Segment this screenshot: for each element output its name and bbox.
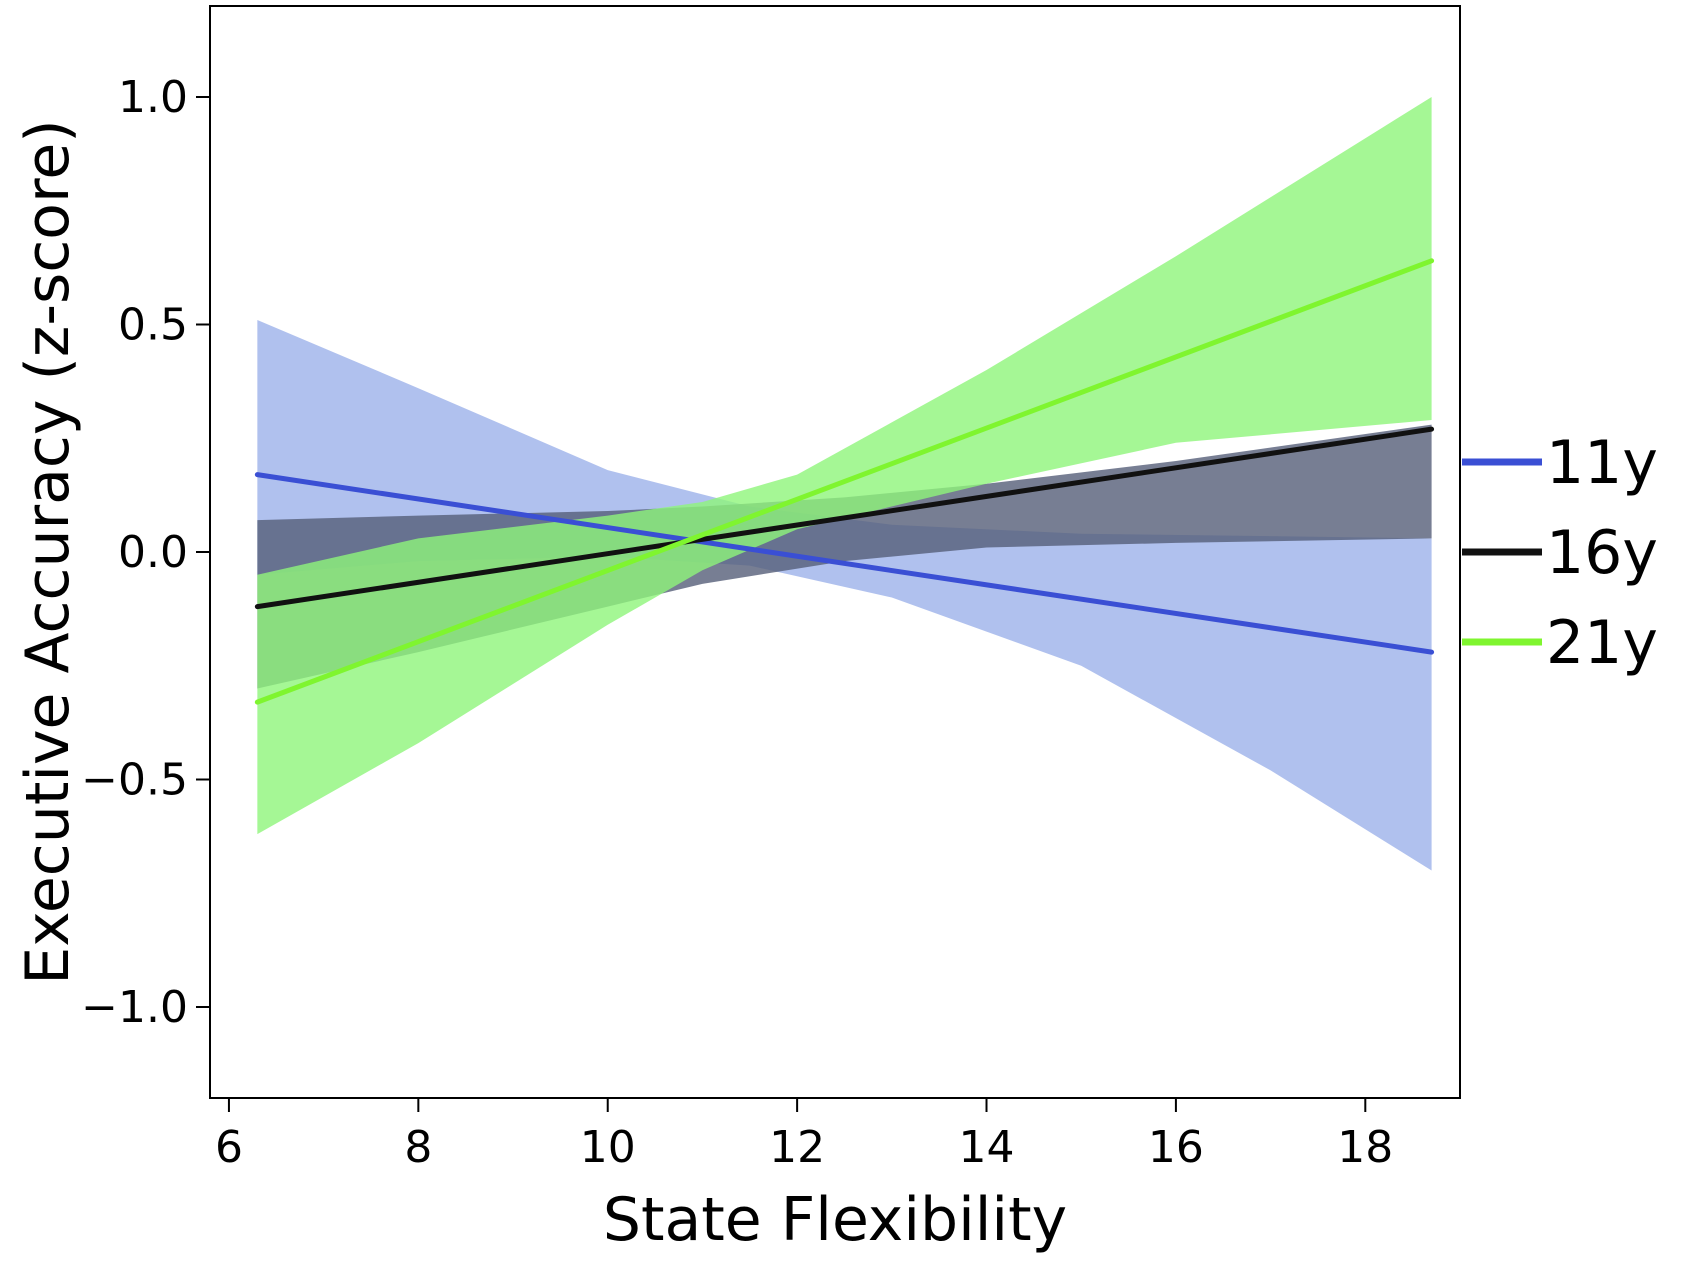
x-tick-label: 12 [769, 1122, 825, 1173]
x-tick-label: 16 [1148, 1122, 1204, 1173]
line-11y [254, 472, 1435, 655]
regression-lines [254, 258, 1435, 705]
x-tick-label: 10 [580, 1122, 636, 1173]
band-21y [257, 97, 1432, 835]
x-tick-label: 18 [1337, 1122, 1393, 1173]
legend: 11y 16y 21y [1462, 428, 1658, 678]
line-21y [254, 258, 1435, 705]
y-tick-label: 1.0 [118, 72, 188, 123]
x-axis-ticks: 6 8 10 12 14 16 18 [215, 1098, 1393, 1173]
confidence-bands [257, 97, 1432, 871]
y-axis-ticks: 1.0 0.5 0.0 −0.5 −1.0 [81, 72, 210, 1033]
x-axis-title: State Flexibility [603, 1185, 1067, 1255]
x-tick-label: 8 [404, 1122, 432, 1173]
legend-label-11y: 11y [1546, 428, 1658, 498]
y-axis-title: Executive Accuracy (z-score) [13, 119, 83, 984]
x-tick-label: 6 [215, 1122, 243, 1173]
legend-label-21y: 21y [1546, 608, 1658, 678]
y-tick-label: 0.0 [118, 527, 188, 578]
y-tick-label: 0.5 [118, 300, 188, 351]
legend-label-16y: 16y [1546, 518, 1658, 588]
x-tick-label: 14 [959, 1122, 1015, 1173]
y-tick-label: −1.0 [81, 982, 188, 1033]
band-16y [257, 424, 1432, 689]
line-16y [254, 426, 1435, 610]
y-tick-label: −0.5 [81, 755, 188, 806]
band-11y [257, 319, 1432, 871]
